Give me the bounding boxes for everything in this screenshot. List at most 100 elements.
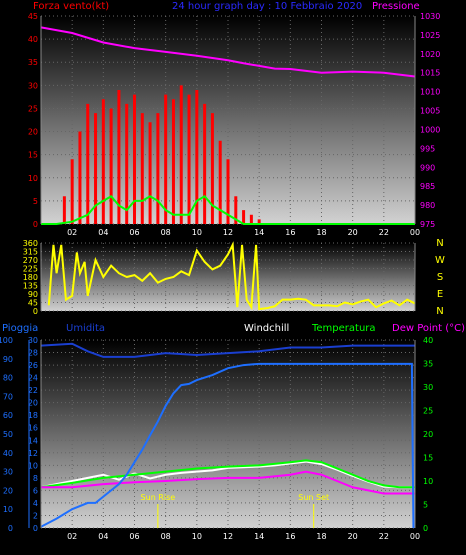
x-tick-label: 14	[254, 532, 264, 541]
x-tick-label: 00	[410, 228, 420, 237]
direction-tick-label: 0	[33, 307, 38, 316]
windchill-line	[40, 460, 415, 489]
temperature-tick-label: 35	[423, 360, 433, 369]
pressure-tick-label: 1025	[420, 31, 440, 40]
rain-tick-label: 10	[28, 461, 38, 470]
wind-tick-label: 15	[28, 151, 38, 160]
x-tick-label: 18	[316, 532, 326, 541]
x-tick-label: 08	[161, 532, 171, 541]
rain-tick-label: 26	[28, 361, 38, 370]
x-tick-label: 12	[223, 228, 233, 237]
wind-gust-line	[41, 194, 415, 225]
x-tick-label: 16	[285, 228, 295, 237]
rain-tick-label: 20	[28, 399, 38, 408]
pressure-tick-label: 1030	[420, 12, 440, 21]
direction-tick-label: 360	[23, 239, 38, 248]
rain-tick-label: 4	[33, 499, 38, 508]
rain-tick-label: 12	[28, 449, 38, 458]
wind-tick-label: 5	[33, 197, 38, 206]
wind-tick-label: 35	[28, 58, 38, 67]
wind-axis-title: Forza vento(kt)	[33, 1, 109, 12]
direction-tick-label: 135	[23, 282, 38, 291]
x-tick-label: 02	[67, 228, 77, 237]
rain-tick-label: 24	[28, 374, 38, 383]
x-tick-label: 04	[98, 228, 108, 237]
humidity-tick-label: 60	[3, 411, 13, 420]
temperature-x-axis: 02 04 06 08 10 12 14 16 18 20 22 00	[67, 532, 420, 541]
humidity-tick-label: 50	[3, 430, 13, 439]
rain-line	[40, 362, 415, 529]
x-tick-label: 02	[67, 532, 77, 541]
rain-tick-label: 30	[28, 336, 38, 345]
humidity-tick-label: 90	[3, 355, 13, 364]
pressure-tick-label: 1015	[420, 69, 440, 78]
x-tick-label: 22	[379, 532, 389, 541]
rain-tick-label: 18	[28, 411, 38, 420]
temperature-tick-label: 30	[423, 383, 433, 392]
temperature-tick-label: 20	[423, 430, 433, 439]
rain-tick-label: 2	[33, 511, 38, 520]
pressure-tick-label: 995	[420, 144, 435, 153]
wind-tick-label: 10	[28, 174, 38, 183]
direction-tick-label: 270	[23, 256, 38, 265]
pressure-line	[40, 26, 416, 78]
x-tick-label: 16	[285, 532, 295, 541]
x-tick-label: 20	[348, 532, 358, 541]
pressure-axis-title: Pressione	[372, 1, 420, 12]
x-tick-label: 12	[223, 532, 233, 541]
humidity-tick-label: 100	[0, 336, 13, 345]
rain-tick-label: 16	[28, 424, 38, 433]
rain-axis-title: Pioggia	[2, 323, 38, 334]
rain-tick-label: 22	[28, 386, 38, 395]
humidity-tick-label: 10	[3, 505, 13, 514]
humidity-y-axis: 0 10 20 30 40 50 60 70 80 90 100	[0, 336, 13, 533]
rain-tick-label: 0	[33, 524, 38, 533]
x-tick-label: 08	[161, 228, 171, 237]
temperature-tick-label: 10	[423, 477, 433, 486]
wind-tick-label: 25	[28, 104, 38, 113]
x-tick-label: 18	[316, 228, 326, 237]
pressure-tick-label: 990	[420, 163, 435, 172]
x-tick-label: 04	[98, 532, 108, 541]
compass-letter: N	[436, 238, 443, 249]
sunset-label: Sun Set	[298, 493, 329, 502]
humidity-line	[40, 342, 415, 358]
direction-tick-label: 90	[28, 290, 38, 299]
x-tick-label: 10	[192, 228, 202, 237]
temperature-tick-label: 25	[423, 407, 433, 416]
temperature-tick-label: 0	[423, 524, 428, 533]
sunrise-label: Sun Rise	[141, 493, 176, 502]
humidity-tick-label: 80	[3, 374, 13, 383]
humidity-tick-label: 20	[3, 486, 13, 495]
humidity-axis-title: Umidita	[66, 323, 105, 334]
x-tick-label: 06	[129, 228, 139, 237]
compass-letter: E	[437, 289, 443, 300]
compass-letter: W	[435, 255, 445, 266]
x-tick-label: 00	[410, 532, 420, 541]
temperature-legend: Temperatura	[311, 323, 376, 334]
pressure-tick-label: 1010	[420, 88, 440, 97]
windchill-legend: Windchill	[244, 323, 289, 334]
humidity-tick-label: 70	[3, 392, 13, 401]
direction-tick-label: 315	[23, 248, 38, 257]
rain-tick-label: 8	[33, 474, 38, 483]
x-tick-label: 10	[192, 532, 202, 541]
wind-x-axis: 02 04 06 08 10 12 14 16 18 20 22 00	[67, 228, 420, 237]
rain-tick-label: 28	[28, 349, 38, 358]
wind-tick-label: 0	[33, 220, 38, 229]
humidity-tick-label: 40	[3, 449, 13, 458]
direction-tick-label: 180	[23, 273, 38, 282]
temperature-tick-label: 40	[423, 336, 433, 345]
pressure-y-axis: 975 980 985 990 995 1000 1005 1010 1015 1020 1025 1…	[420, 12, 440, 229]
rain-tick-label: 14	[28, 436, 38, 445]
wind-tick-label: 30	[28, 81, 38, 90]
humidity-tick-label: 30	[3, 468, 13, 477]
compass-letter: S	[437, 272, 443, 283]
temperature-tick-label: 15	[423, 454, 433, 463]
wind-tick-label: 40	[28, 35, 38, 44]
x-tick-label: 20	[348, 228, 358, 237]
temperature-y-axis: 0 5 10 15 20 25 30 35 40	[423, 336, 433, 533]
wind-y-axis: 0 5 10 15 20 25 30 35 40 45	[28, 12, 38, 229]
